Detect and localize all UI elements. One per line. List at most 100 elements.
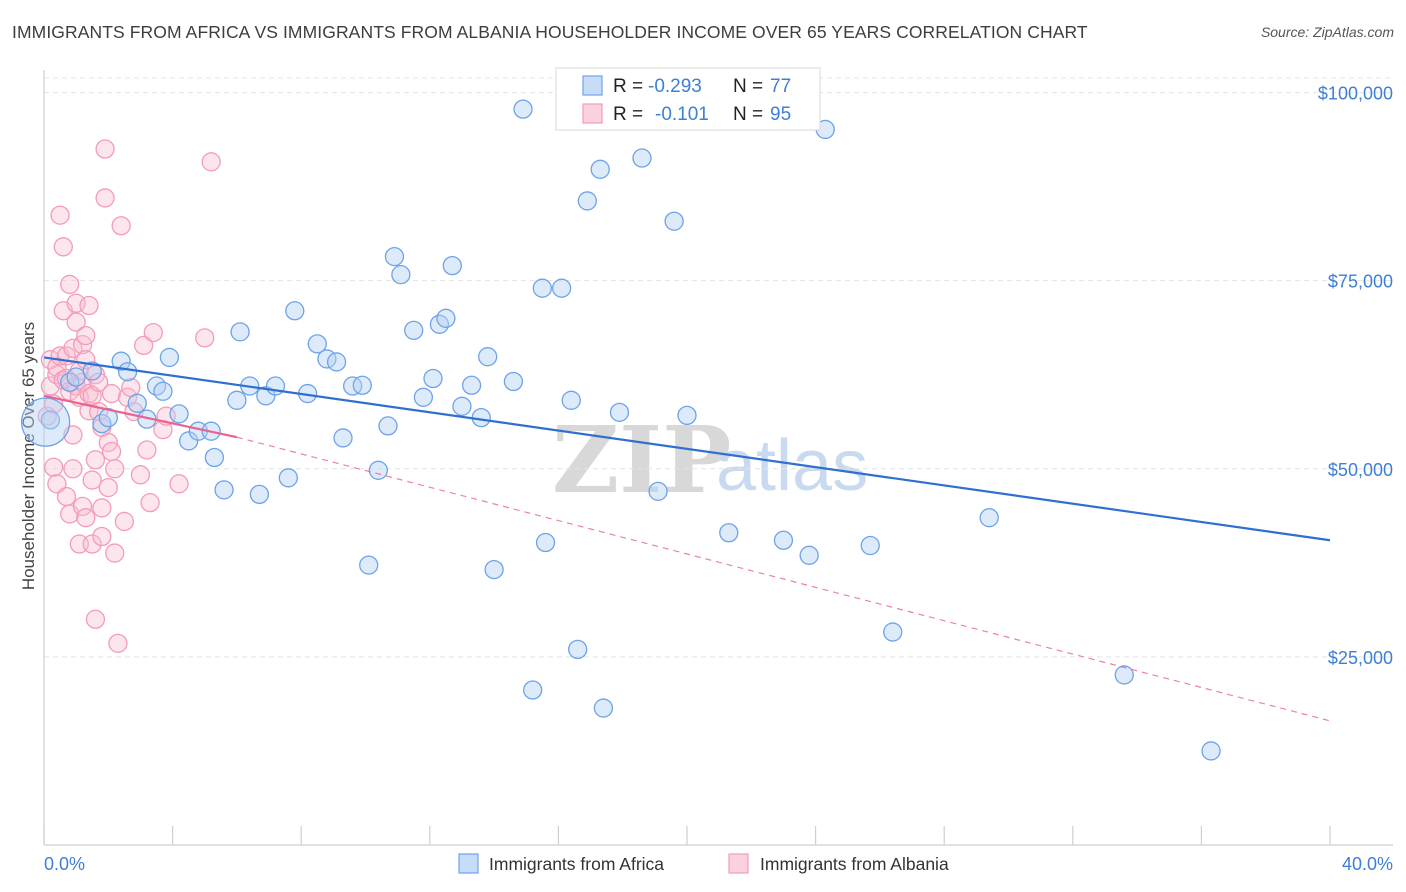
series-albania-points xyxy=(37,139,221,653)
africa-point xyxy=(117,362,138,382)
africa-point xyxy=(478,347,498,367)
africa-point xyxy=(404,320,424,340)
africa-point xyxy=(159,347,180,368)
albania-point xyxy=(105,543,125,563)
y-tick-labels: $25,000 $50,000 $75,000 $100,000 xyxy=(1318,84,1393,668)
albania-point xyxy=(130,465,151,485)
africa-point xyxy=(230,322,250,342)
albania-point xyxy=(114,511,135,532)
albania-point xyxy=(105,459,125,479)
albania-point xyxy=(53,237,73,257)
africa-point xyxy=(452,396,472,416)
africa-point xyxy=(593,698,614,718)
stats-africa-r-value: -0.293 xyxy=(648,76,702,97)
albania-point xyxy=(89,372,109,392)
legend-africa-label: Immigrants from Africa xyxy=(489,854,664,874)
africa-point xyxy=(359,555,379,575)
albania-point xyxy=(85,609,106,629)
albania-point xyxy=(76,325,96,346)
africa-point xyxy=(860,535,880,556)
trend-lines xyxy=(43,356,1331,722)
africa-point xyxy=(384,246,405,267)
africa-point-large xyxy=(20,397,71,447)
watermark-zip: ZIP xyxy=(552,406,731,514)
africa-point xyxy=(40,410,61,430)
africa-point xyxy=(423,368,443,389)
africa-point xyxy=(285,301,305,321)
chart-source: Source: ZipAtlas.com xyxy=(1260,24,1394,40)
y-axis-title: Householder Income Over 65 years xyxy=(19,322,38,590)
stats-africa-swatch xyxy=(582,75,603,96)
albania-point xyxy=(50,205,70,225)
albania-point xyxy=(101,441,122,462)
africa-point xyxy=(60,372,80,392)
series-africa-points xyxy=(20,99,1221,761)
africa-point xyxy=(719,523,739,543)
africa-point xyxy=(503,371,524,392)
africa-point xyxy=(278,468,298,488)
africa-point xyxy=(442,255,462,276)
albania-point xyxy=(108,633,128,653)
albania-point xyxy=(140,492,160,513)
africa-point xyxy=(169,404,189,424)
albania-point xyxy=(82,534,102,554)
africa-trend-line xyxy=(43,356,1331,542)
albania-point xyxy=(60,274,80,295)
africa-point xyxy=(307,334,327,354)
africa-point xyxy=(179,431,199,451)
africa-point xyxy=(883,622,903,642)
albania-point xyxy=(76,508,96,528)
albania-point xyxy=(63,338,83,359)
africa-point xyxy=(146,376,167,396)
x-tick-marks xyxy=(43,826,1331,845)
africa-point xyxy=(535,532,556,553)
africa-point xyxy=(204,447,225,468)
africa-point xyxy=(326,352,347,372)
y-tick-label: $75,000 xyxy=(1328,272,1393,292)
africa-point xyxy=(577,191,597,211)
albania-point xyxy=(95,188,115,208)
y-tick-label: $100,000 xyxy=(1318,84,1393,104)
africa-point xyxy=(590,159,610,179)
legend-albania-label: Immigrants from Albania xyxy=(760,854,949,874)
africa-point xyxy=(799,545,819,565)
albania-point xyxy=(85,450,106,470)
africa-point xyxy=(1201,741,1221,761)
stats-albania-r-value: -0.101 xyxy=(655,104,709,125)
albania-point xyxy=(66,312,86,332)
albania-point xyxy=(195,328,215,348)
stats-albania-r-label: R = xyxy=(613,104,643,125)
albania-point xyxy=(95,139,115,159)
y-tick-label: $25,000 xyxy=(1328,648,1393,668)
africa-point xyxy=(513,99,533,119)
africa-point xyxy=(561,390,581,410)
africa-point xyxy=(436,308,456,328)
africa-point xyxy=(249,484,270,505)
albania-point xyxy=(43,457,64,477)
albania-point xyxy=(137,440,157,460)
albania-point xyxy=(92,526,112,547)
albania-point xyxy=(111,216,131,236)
africa-point xyxy=(111,351,131,371)
stats-africa-n-value: 77 xyxy=(770,76,791,97)
albania-point xyxy=(82,470,102,490)
stats-box: R = -0.293 N = 77 R = -0.101 N = 95 xyxy=(555,67,821,131)
albania-trend-extension xyxy=(236,436,1331,722)
africa-point xyxy=(1114,665,1134,685)
albania-point xyxy=(98,477,118,498)
africa-point xyxy=(352,375,372,395)
albania-point xyxy=(101,383,122,404)
albania-point xyxy=(72,496,93,517)
albania-trend-line xyxy=(43,394,238,439)
albania-point xyxy=(134,335,154,356)
albania-point xyxy=(201,152,221,172)
stats-albania-n-label: N = xyxy=(733,104,763,125)
stats-africa-r-label: R = xyxy=(613,76,643,97)
albania-point xyxy=(79,295,99,316)
africa-point xyxy=(648,481,668,502)
africa-point xyxy=(551,278,572,298)
x-tick-label-max: 40.0% xyxy=(1342,854,1393,874)
x-tick-label-min: 0.0% xyxy=(44,854,85,874)
africa-point xyxy=(66,367,86,387)
